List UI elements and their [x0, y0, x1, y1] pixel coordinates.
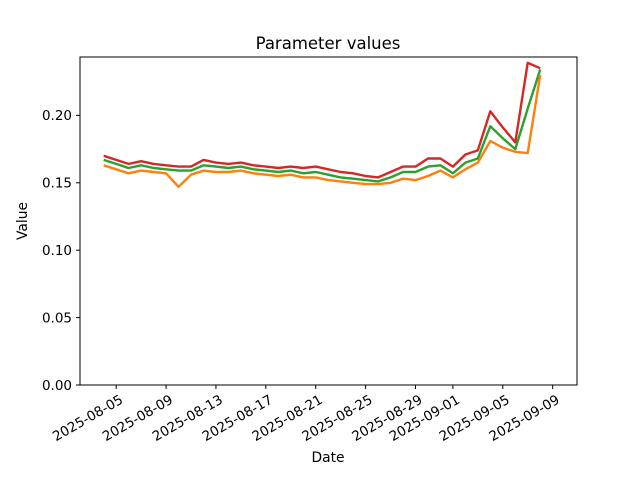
green-line	[103, 69, 542, 183]
orange-line	[103, 74, 542, 189]
y-tick-label: 0.00	[42, 378, 72, 394]
y-tick-label: 0.15	[42, 176, 72, 192]
y-tick-label: 0.05	[42, 310, 72, 326]
y-tick-label: 0.10	[42, 243, 72, 259]
chart-title: Parameter values	[256, 34, 401, 53]
x-axis-label: Date	[312, 450, 345, 466]
y-axis-label: Value	[15, 202, 31, 240]
axes-spines	[79, 56, 578, 386]
plot-area: 0.000.050.100.150.202025-08-052025-08-09…	[42, 61, 562, 445]
red-line	[103, 61, 541, 179]
y-tick-label: 0.20	[42, 108, 72, 124]
